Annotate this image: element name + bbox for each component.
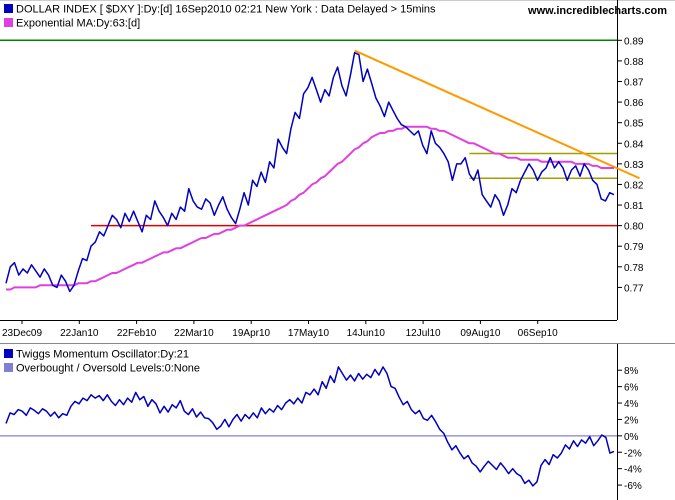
trend-line <box>354 49 640 180</box>
price-y-tick-label: 0.88 <box>624 57 644 68</box>
x-tick-label: 17May10 <box>288 328 330 339</box>
oscillator-y-tick-label: 6% <box>624 383 639 394</box>
levels-legend-swatch <box>4 363 13 372</box>
oscillator-y-tick-label: 8% <box>624 366 639 377</box>
price-panel: 0.77 0.78 0.79 0.80 0.81 0.82 0.83 0.84 0.85 0.86… <box>0 36 644 339</box>
x-tick-label: 19Apr10 <box>232 328 270 339</box>
price-y-tick-label: 0.82 <box>624 180 644 191</box>
ma-legend-swatch <box>4 18 13 27</box>
price-y-tick-label: 0.83 <box>624 160 644 171</box>
oscillator-y-tick-label: -2% <box>624 448 642 459</box>
price-y-tick-label: 0.80 <box>624 222 644 233</box>
price-y-tick-label: 0.77 <box>624 283 644 294</box>
x-tick-label: 06Sep10 <box>518 328 558 339</box>
price-legend-swatch <box>4 4 13 13</box>
price-y-tick-label: 0.81 <box>624 201 644 212</box>
price-y-tick-label: 0.89 <box>624 36 644 47</box>
oscillator-panel: -6% -4% -2% 0% 2% 4% 6% 8% <box>0 366 642 492</box>
x-tick-label: 22Feb10 <box>117 328 157 339</box>
x-tick-label: 22Jan10 <box>60 328 99 339</box>
x-tick-label: 22Mar10 <box>174 328 214 339</box>
site-url[interactable]: www.incrediblecharts.com <box>527 5 667 17</box>
oscillator-y-tick-label: 4% <box>624 399 639 410</box>
x-tick-label: 12Jul10 <box>406 328 441 339</box>
ma-legend-label: Exponential MA:Dy:63:[d] <box>16 18 140 30</box>
ma-series-line <box>6 125 614 291</box>
price-y-tick-label: 0.79 <box>624 242 644 253</box>
price-y-tick-label: 0.84 <box>624 139 644 150</box>
oscillator-y-tick-label: 0% <box>624 432 639 443</box>
price-y-tick-label: 0.86 <box>624 98 644 109</box>
x-tick-label: 09Aug10 <box>460 328 500 339</box>
price-legend-label: DOLLAR INDEX [ $DXY ]:Dy:[d] 16Sep2010 0… <box>16 4 436 16</box>
oscillator-series-line <box>5 366 615 487</box>
oscillator-y-tick-label: -4% <box>624 465 642 476</box>
levels-legend-label: Overbought / Oversold Levels:0:None <box>16 363 200 375</box>
oscillator-legend-swatch <box>4 349 13 358</box>
price-series-line <box>5 51 615 293</box>
price-y-tick-label: 0.85 <box>624 119 644 130</box>
x-tick-label: 14Jun10 <box>347 328 386 339</box>
price-y-tick-label: 0.87 <box>624 77 644 88</box>
oscillator-y-tick-label: 2% <box>624 415 639 426</box>
oscillator-y-tick-label: -6% <box>624 481 642 492</box>
x-tick-label: 23Dec09 <box>2 328 42 339</box>
oscillator-legend-label: Twiggs Momentum Oscillator:Dy:21 <box>16 349 189 361</box>
price-y-tick-label: 0.78 <box>624 263 644 274</box>
